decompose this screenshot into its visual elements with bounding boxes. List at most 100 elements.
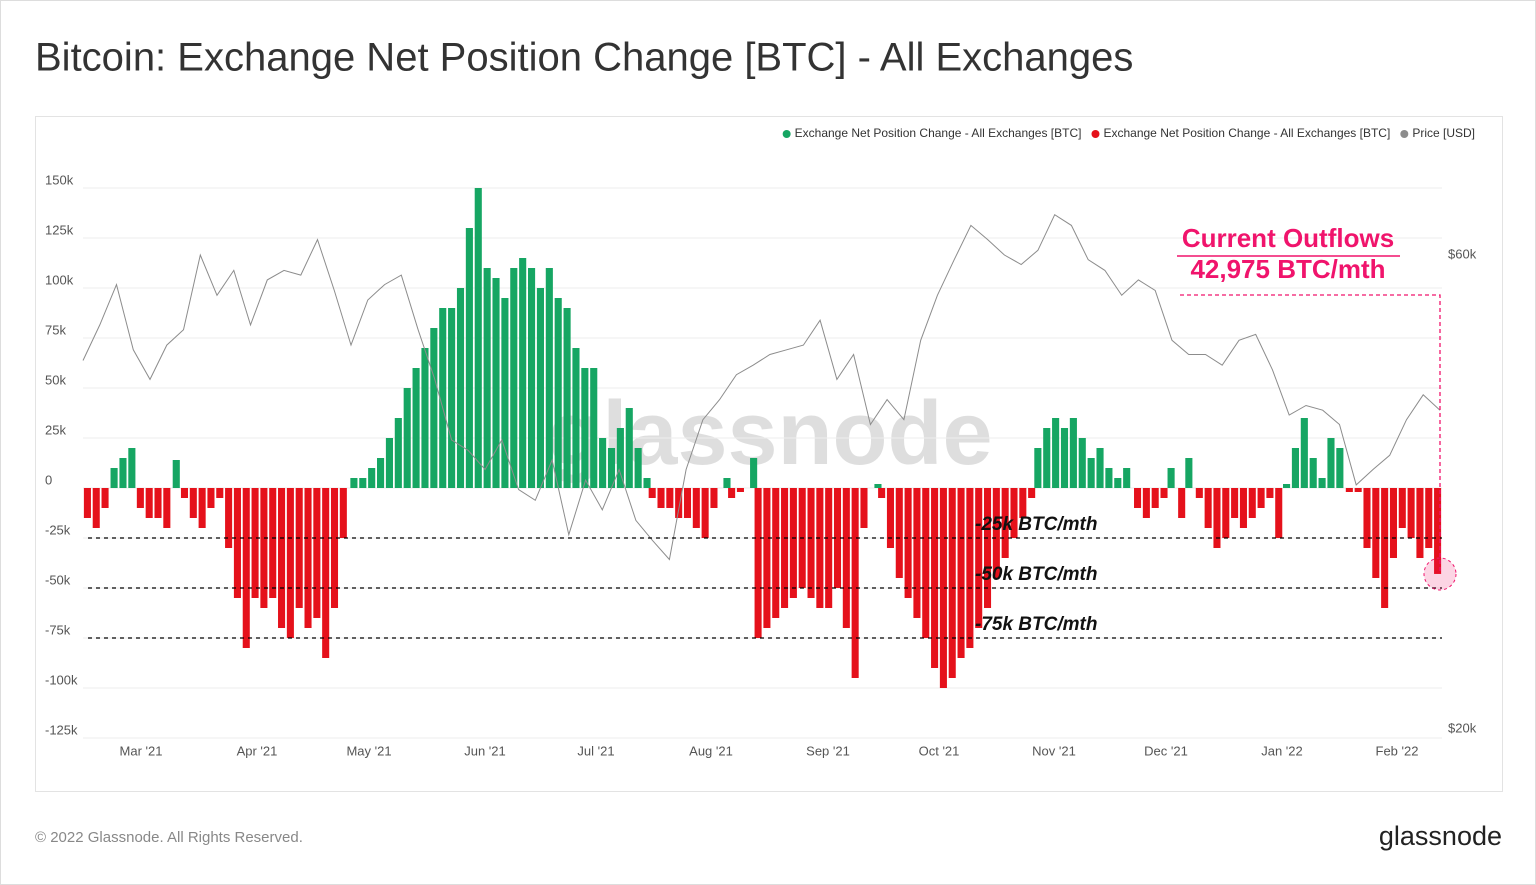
bar: [1300, 418, 1308, 488]
bar: [1336, 448, 1344, 488]
y-tick-label: 125k: [45, 222, 74, 237]
bar: [519, 258, 527, 488]
bar: [1345, 488, 1353, 492]
copyright: © 2022 Glassnode. All Rights Reserved.: [35, 829, 303, 846]
bar: [1248, 488, 1256, 518]
bar: [136, 488, 144, 508]
y-tick-label: 100k: [45, 272, 74, 287]
bar: [1434, 488, 1442, 574]
y-tick-label: -100k: [45, 672, 78, 687]
x-tick-label: Dec '21: [1144, 743, 1188, 758]
bar: [1213, 488, 1221, 548]
bar: [350, 478, 358, 488]
bar: [339, 488, 347, 538]
bar: [781, 488, 789, 608]
bar: [1389, 488, 1397, 558]
bar: [736, 488, 744, 492]
bar: [1204, 488, 1212, 528]
y-tick-label: -25k: [45, 522, 71, 537]
bar: [145, 488, 153, 518]
bar: [1363, 488, 1371, 548]
bar: [1052, 418, 1060, 488]
bar: [657, 488, 665, 508]
bar: [180, 488, 189, 498]
x-tick-label: Sep '21: [806, 743, 850, 758]
bar: [198, 488, 206, 528]
bar: [1185, 458, 1193, 488]
bar: [101, 488, 109, 508]
bar: [957, 488, 965, 658]
bar: [1195, 488, 1203, 498]
bar: [377, 458, 385, 488]
bar: [710, 488, 718, 508]
bar: [931, 488, 939, 668]
bar: [1043, 428, 1051, 488]
bar: [92, 488, 100, 528]
x-tick-label: May '21: [346, 743, 391, 758]
bar: [1327, 438, 1335, 488]
bar: [545, 268, 553, 488]
bar: [492, 278, 500, 488]
bar: [581, 368, 589, 488]
x-tick-label: Nov '21: [1032, 743, 1076, 758]
bar: [528, 268, 536, 488]
bar: [83, 488, 91, 518]
bar: [1381, 488, 1389, 608]
bar: [269, 488, 277, 598]
bar: [1275, 488, 1283, 538]
x-tick-label: Aug '21: [689, 743, 733, 758]
bar: [465, 228, 473, 488]
bar: [975, 488, 983, 628]
bar: [110, 468, 118, 488]
bar: [430, 328, 438, 488]
bar: [895, 488, 903, 578]
y2-tick-label: $60k: [1448, 246, 1477, 261]
bar: [643, 478, 651, 488]
bar: [1096, 448, 1104, 488]
bar: [648, 488, 656, 498]
reference-label: -50k BTC/mth: [975, 564, 1097, 585]
bar: [1425, 488, 1433, 548]
bar: [172, 460, 180, 488]
legend-label: Exchange Net Position Change - All Excha…: [795, 126, 1082, 140]
x-tick-label: Jan '22: [1261, 743, 1303, 758]
bar: [625, 408, 633, 488]
bar: [1291, 448, 1299, 488]
bar: [1372, 488, 1380, 578]
bar: [772, 488, 780, 618]
bar: [922, 488, 930, 638]
bar: [242, 488, 250, 648]
bar: [616, 428, 624, 488]
bar: [842, 488, 850, 628]
y-tick-label: 75k: [45, 322, 66, 337]
annotation-bracket: [1180, 294, 1441, 574]
y-tick-label: 25k: [45, 422, 66, 437]
legend-swatch: [1400, 130, 1409, 138]
page-title: Bitcoin: Exchange Net Position Change [B…: [35, 36, 1133, 80]
bar: [1407, 488, 1415, 538]
bar: [1114, 478, 1122, 488]
bar: [483, 268, 491, 488]
y-tick-label: -75k: [45, 622, 71, 637]
bar: [807, 488, 815, 598]
bar: [1028, 488, 1036, 498]
bar: [1283, 484, 1291, 488]
bar: [874, 484, 882, 488]
logo: glassnode: [1379, 821, 1502, 851]
bar: [754, 488, 762, 638]
bar: [701, 488, 709, 538]
bar: [154, 488, 162, 518]
bar: [207, 488, 215, 508]
bar: [251, 488, 259, 598]
bar: [1309, 458, 1317, 488]
bar: [886, 488, 894, 548]
bar: [1354, 488, 1362, 492]
bar: [860, 488, 868, 528]
bar: [1178, 488, 1186, 518]
bar: [750, 458, 758, 488]
bar: [1416, 488, 1424, 558]
bar: [456, 288, 465, 488]
bar: [1151, 488, 1159, 508]
bar: [599, 438, 607, 488]
bar: [1034, 448, 1042, 488]
